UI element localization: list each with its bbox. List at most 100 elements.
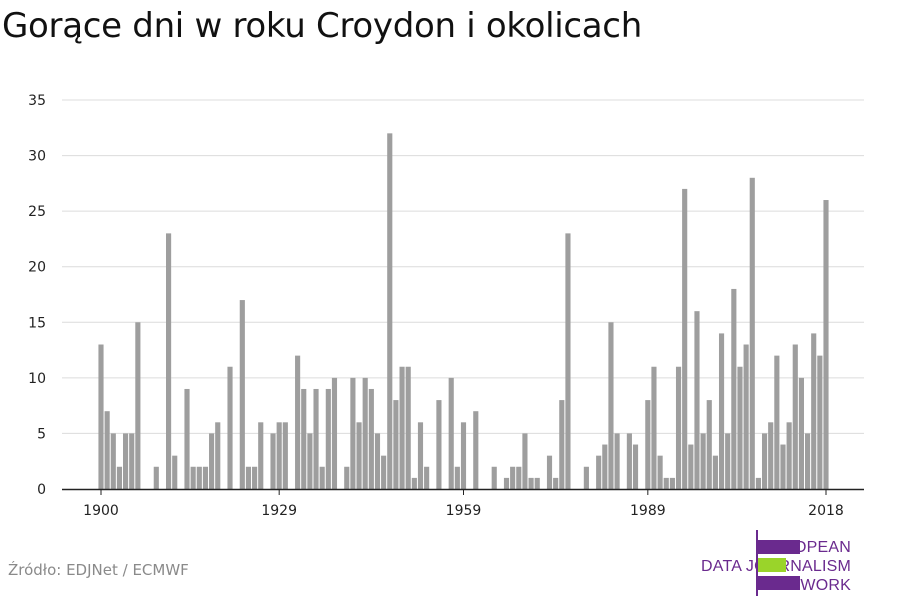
y-tick-label: 25	[28, 204, 46, 220]
bar	[424, 466, 430, 489]
bar	[669, 477, 675, 489]
bar	[694, 311, 700, 489]
bar	[608, 322, 614, 489]
bar	[761, 433, 768, 489]
bar	[503, 477, 510, 489]
bar	[368, 388, 374, 489]
bar	[565, 233, 571, 489]
bar	[325, 388, 331, 489]
bar	[356, 422, 362, 489]
y-tick-label: 0	[37, 482, 46, 498]
bar	[381, 455, 387, 489]
y-tick-label: 20	[28, 260, 46, 276]
bar	[417, 422, 424, 489]
bar	[405, 366, 411, 489]
bar	[460, 422, 467, 489]
bar	[374, 433, 381, 489]
bar	[755, 477, 761, 489]
bar	[675, 366, 682, 489]
edjnet-logo[interactable]: EUROPEAN DATA JOURNALISM NETWORK	[700, 530, 900, 600]
bar	[202, 466, 209, 489]
bar	[123, 433, 129, 489]
bar	[559, 400, 565, 489]
bar	[805, 433, 811, 489]
bar	[399, 366, 405, 489]
bar	[491, 466, 497, 489]
bar	[651, 366, 657, 489]
bar	[688, 444, 694, 489]
bar	[307, 433, 313, 489]
bar	[196, 466, 202, 489]
logo-bar-bottom	[758, 576, 800, 590]
bar	[510, 466, 516, 489]
bar	[657, 455, 663, 489]
y-tick-label: 15	[28, 315, 46, 331]
bar	[190, 466, 196, 489]
bar	[98, 344, 104, 489]
bar	[387, 133, 393, 489]
bar	[780, 444, 786, 489]
bar	[239, 300, 245, 489]
bar	[700, 433, 706, 489]
bar	[301, 388, 307, 489]
bar	[344, 466, 350, 489]
gridlines	[62, 99, 864, 434]
bar	[522, 433, 528, 489]
bar	[743, 344, 749, 489]
bars	[98, 133, 829, 490]
x-tick-label: 2018	[808, 503, 844, 519]
bar	[774, 355, 780, 489]
x-tick-label: 1959	[446, 503, 482, 519]
bar	[454, 466, 460, 489]
bar	[528, 477, 534, 489]
bar	[614, 433, 620, 489]
bar	[282, 422, 288, 489]
bar	[258, 422, 264, 489]
bar	[546, 455, 553, 489]
bar	[129, 433, 135, 489]
bar	[792, 344, 798, 489]
bar	[110, 433, 116, 489]
bar	[682, 188, 688, 489]
logo-bar-top	[758, 540, 800, 554]
bar	[596, 455, 602, 489]
x-tick-label: 1929	[261, 503, 297, 519]
source-note: Źródło: EDJNet / ECMWF	[8, 561, 189, 579]
bar	[252, 466, 258, 489]
bar	[172, 455, 178, 489]
bar	[731, 288, 737, 489]
bar	[823, 200, 829, 489]
bar	[817, 355, 823, 489]
bar	[393, 400, 399, 489]
logo-bar-middle	[758, 558, 786, 572]
bar	[534, 477, 540, 489]
chart-title: Gorące dni w roku Croydon i okolicach	[2, 6, 642, 46]
bar	[725, 433, 731, 489]
y-tick-label: 30	[28, 149, 46, 165]
bar	[626, 433, 632, 489]
bar	[632, 444, 639, 489]
bar	[215, 422, 221, 489]
bar	[184, 388, 190, 489]
bar	[718, 333, 725, 489]
bar	[436, 400, 442, 489]
y-tick-label: 5	[37, 426, 46, 442]
bar	[350, 377, 356, 489]
bar	[362, 377, 368, 489]
bar	[749, 177, 755, 490]
bar	[737, 366, 743, 489]
y-tick-label: 10	[28, 371, 46, 387]
bar	[663, 477, 669, 489]
bar	[153, 466, 159, 489]
bar	[411, 477, 417, 489]
bar	[104, 411, 110, 489]
bar	[583, 466, 589, 489]
x-tick-label: 1989	[630, 503, 666, 519]
bar	[473, 411, 479, 489]
bar	[245, 466, 252, 489]
x-axis-ticks: 1900 1929 1959 1989 2018	[83, 489, 844, 519]
bar	[313, 388, 319, 489]
bar	[798, 377, 804, 489]
bar	[276, 422, 282, 489]
